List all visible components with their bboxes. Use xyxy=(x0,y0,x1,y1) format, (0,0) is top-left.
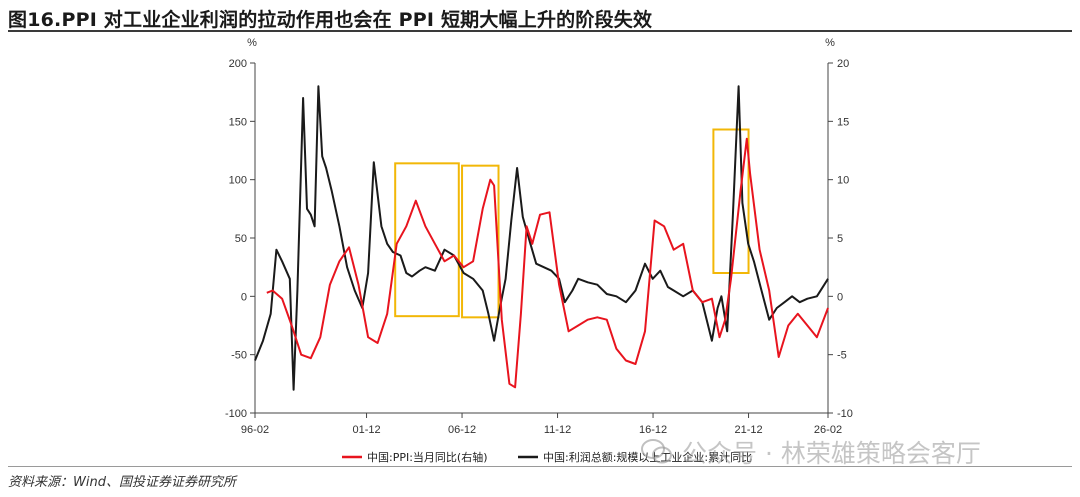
x-tick-label: 16-12 xyxy=(639,424,667,436)
left-tick-label: 200 xyxy=(229,58,247,70)
x-tick-label: 06-12 xyxy=(448,424,476,436)
chart-title: 图16.PPI 对工业企业利润的拉动作用也会在 PPI 短期大幅上升的阶段失效 xyxy=(8,9,653,31)
ppi-series-line xyxy=(266,137,829,389)
right-tick-label: 15 xyxy=(837,116,849,128)
watermark-text: 公众号 · 林荣雄策略会客厅 xyxy=(682,439,981,468)
right-tick-label: -5 xyxy=(837,350,847,362)
source-note: 资料来源：Wind、国投证券证券研究所 xyxy=(8,475,236,490)
right-tick-label: 5 xyxy=(837,233,843,245)
right-tick-label: 10 xyxy=(837,175,849,187)
left-tick-label: -100 xyxy=(225,408,247,420)
x-tick-label: 96-02 xyxy=(241,424,269,436)
highlight-box-1 xyxy=(394,162,460,318)
left-tick-label: 150 xyxy=(229,116,247,128)
left-axis-unit: % xyxy=(247,37,257,49)
left-tick-label: 0 xyxy=(241,291,247,303)
x-tick-label: 21-12 xyxy=(734,424,762,436)
right-tick-label: 0 xyxy=(837,291,843,303)
wechat-icon xyxy=(641,439,672,464)
x-tick-label: 01-12 xyxy=(352,424,380,436)
title-divider xyxy=(8,30,1072,32)
right-tick-label: -10 xyxy=(837,408,853,420)
right-tick-label: 20 xyxy=(837,58,849,70)
left-tick-label: -50 xyxy=(231,350,247,362)
x-tick-label: 26-02 xyxy=(814,424,842,436)
source-divider xyxy=(8,466,1072,467)
highlight-boxes xyxy=(394,128,750,319)
legend-ppi-label: 中国:PPI:当月同比(右轴) xyxy=(367,450,488,464)
highlight-box-2 xyxy=(461,164,500,319)
series-lines xyxy=(254,85,829,391)
watermark: 公众号 · 林荣雄策略会客厅 xyxy=(640,434,981,470)
right-axis-unit: % xyxy=(825,37,835,49)
x-tick-label: 11-12 xyxy=(544,424,571,436)
left-tick-label: 50 xyxy=(235,233,247,245)
profit-series-line xyxy=(254,85,829,391)
left-tick-label: 100 xyxy=(229,175,247,187)
